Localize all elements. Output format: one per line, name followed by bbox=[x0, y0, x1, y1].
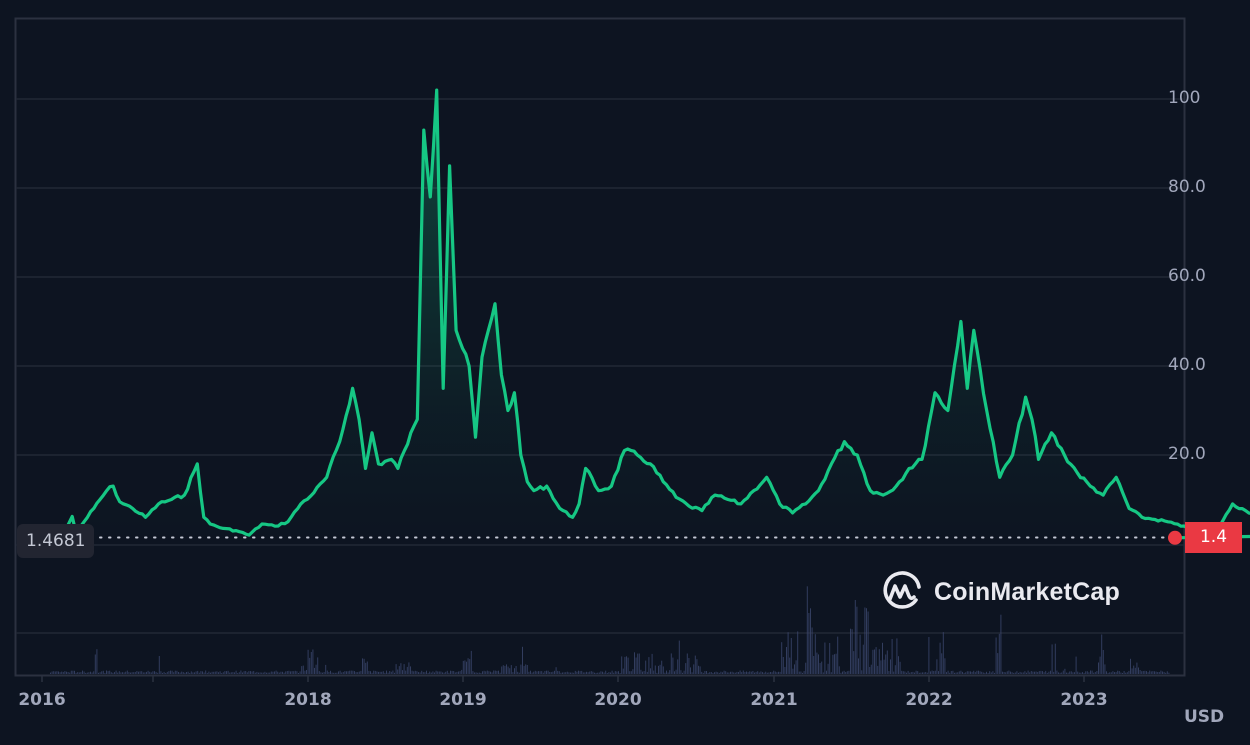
y-tick-label: 80.0 bbox=[1168, 177, 1206, 197]
watermark-text: CoinMarketCap bbox=[934, 577, 1120, 606]
price-area bbox=[67, 90, 1250, 545]
current-price-dot bbox=[1168, 530, 1182, 545]
x-tick-label: 2019 bbox=[439, 690, 487, 710]
y-tick-label: 40.0 bbox=[1168, 355, 1206, 375]
coinmarketcap-logo-icon bbox=[883, 571, 921, 609]
coinmarketcap-watermark: CoinMarketCap bbox=[880, 570, 1120, 614]
plot-frame bbox=[14, 17, 1186, 677]
x-axis-ticks bbox=[41, 676, 1085, 682]
start-price-badge: 1.4681 bbox=[17, 524, 95, 558]
x-tick-label: 2020 bbox=[594, 690, 642, 710]
price-line[interactable] bbox=[66, 88, 1250, 540]
y-tick-label: 100 bbox=[1168, 88, 1201, 108]
x-tick-label: 2021 bbox=[750, 690, 798, 710]
y-tick-label: 20.0 bbox=[1168, 444, 1206, 464]
x-tick-label: 2023 bbox=[1060, 690, 1108, 710]
x-tick-label: 2016 bbox=[18, 690, 66, 710]
current-price-badge: 1.4 bbox=[1185, 522, 1242, 553]
x-tick-label: 2018 bbox=[284, 690, 332, 710]
y-tick-label: 60.0 bbox=[1168, 266, 1206, 286]
volume-bars bbox=[50, 586, 1170, 674]
currency-unit-label: USD bbox=[1184, 707, 1225, 727]
gridlines bbox=[16, 98, 1184, 634]
x-tick-label: 2022 bbox=[905, 690, 953, 710]
